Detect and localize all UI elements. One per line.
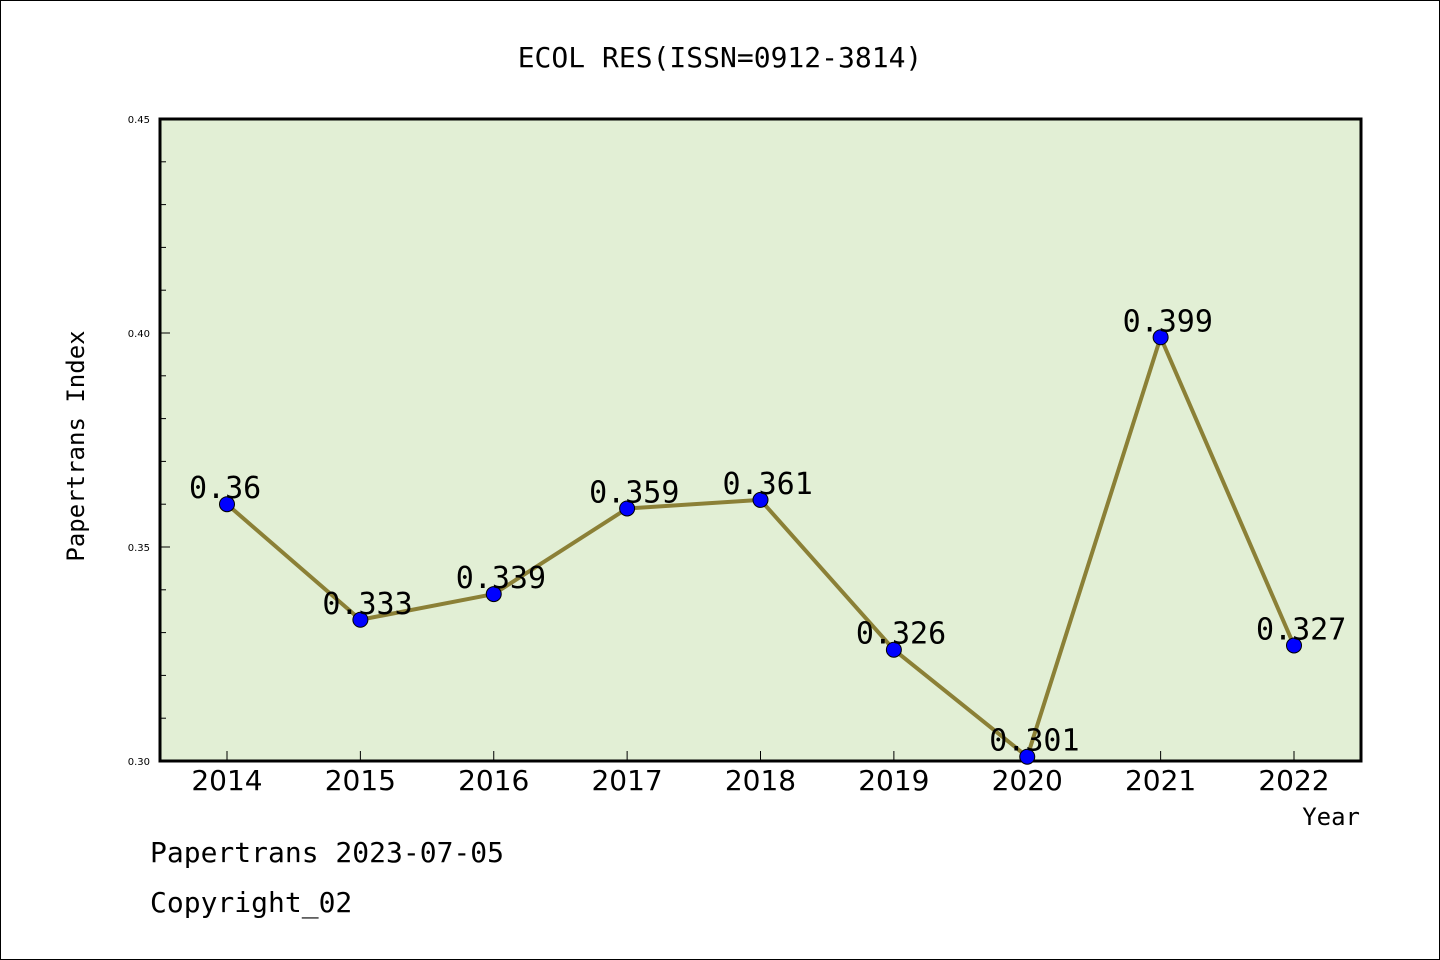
data-label: 0.333	[322, 587, 412, 622]
x-tick-label: 2020	[992, 764, 1063, 797]
x-tick-label: 2019	[858, 764, 929, 797]
data-label: 0.326	[856, 617, 946, 652]
data-point	[352, 611, 369, 628]
footer-copyright: Copyright_02	[150, 886, 353, 919]
data-label: 0.399	[1123, 304, 1213, 339]
x-tick-label: 2015	[325, 764, 396, 797]
data-label: 0.36	[189, 471, 261, 506]
x-tick-label: 2016	[458, 764, 529, 797]
series-group: 0.36 0.333 0.339 0.359 0.361 0.326 0.301 0.399 0…	[189, 304, 1346, 765]
data-point	[619, 500, 636, 517]
y-tick-label: 0.30	[128, 757, 150, 768]
footer-date: Papertrans 2023-07-05	[150, 836, 505, 869]
data-point	[752, 491, 769, 508]
plot-area	[158, 117, 1363, 763]
data-label: 0.359	[589, 475, 679, 510]
y-tick-label: 0.40	[128, 329, 150, 340]
data-label: 0.301	[989, 724, 1079, 759]
data-label: 0.327	[1256, 612, 1346, 647]
chart-title: ECOL RES(ISSN=0912-3814)	[518, 41, 923, 74]
y-tick-label: 0.45	[128, 115, 150, 126]
x-axis-ticks: 2014 2015 2016 2017 2018 2019 2020 2021 2022	[191, 751, 1330, 797]
x-axis-label: Year	[1302, 803, 1360, 831]
data-label: 0.339	[456, 561, 546, 596]
x-tick-label: 2017	[591, 764, 662, 797]
y-tick-label: 0.35	[128, 543, 150, 554]
data-point	[1152, 329, 1169, 346]
data-label: 0.361	[723, 467, 813, 502]
data-point	[1286, 637, 1302, 654]
data-point	[885, 641, 902, 658]
x-tick-label: 2018	[725, 764, 796, 797]
x-tick-label: 2022	[1258, 764, 1329, 797]
x-tick-label: 2014	[191, 764, 262, 797]
x-tick-label: 2021	[1125, 764, 1196, 797]
data-point	[1019, 748, 1036, 765]
data-point	[219, 496, 235, 513]
data-point	[485, 586, 502, 603]
y-axis-ticks: 0.30 0.35 0.40 0.45	[128, 115, 170, 768]
y-axis-label: Papertrans Index	[62, 330, 90, 561]
